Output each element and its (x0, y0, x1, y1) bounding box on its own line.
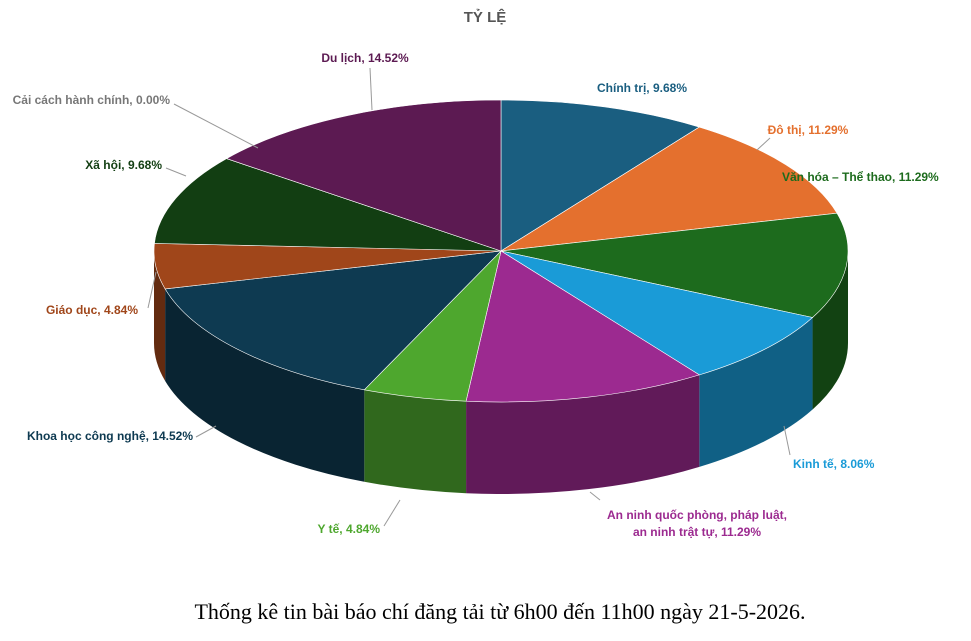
data-label: Du lịch, 14.52% (321, 51, 409, 65)
slice (500, 99, 700, 252)
slice (225, 99, 502, 252)
slice (154, 158, 502, 252)
data-label: Giáo dục, 4.84% (46, 303, 138, 317)
leader-line (165, 167, 187, 177)
data-label: An ninh quốc phòng, pháp luật, an ninh tr… (607, 508, 787, 539)
chart-title: TỶ LỆ (464, 8, 507, 26)
data-label: Chính trị, 9.68% (597, 81, 687, 95)
slice-side (165, 288, 365, 482)
leader-line (589, 491, 601, 501)
data-label: Khoa học công nghệ, 14.52% (27, 429, 193, 443)
slice-side (466, 374, 700, 494)
slice-side (812, 251, 848, 410)
data-label: Văn hóa – Thể thao, 11.29% (782, 170, 939, 184)
data-label: Đô thị, 11.29% (768, 123, 849, 137)
leader-line (147, 271, 157, 309)
data-label: Xã hội, 9.68% (85, 158, 162, 172)
data-label: Kinh tế, 8.06% (793, 457, 875, 471)
slice-side (364, 389, 467, 494)
leader-line (383, 499, 401, 527)
slice-side (154, 251, 166, 381)
data-label: Y tế, 4.84% (318, 522, 381, 536)
leader-line (756, 137, 771, 151)
leader-line (195, 425, 217, 438)
sides (154, 251, 848, 494)
leader-line (783, 425, 791, 456)
slice (500, 250, 814, 376)
slice (500, 126, 838, 252)
leader-line (369, 67, 373, 111)
caption: Thống kê tin bài báo chí đăng tải từ 6h0… (194, 599, 805, 624)
slice (465, 250, 701, 403)
slice (500, 212, 849, 318)
data-label: Cải cách hành chính, 0.00% (13, 93, 171, 107)
tops (153, 99, 849, 403)
leader-line (173, 103, 259, 149)
slice (164, 250, 502, 391)
